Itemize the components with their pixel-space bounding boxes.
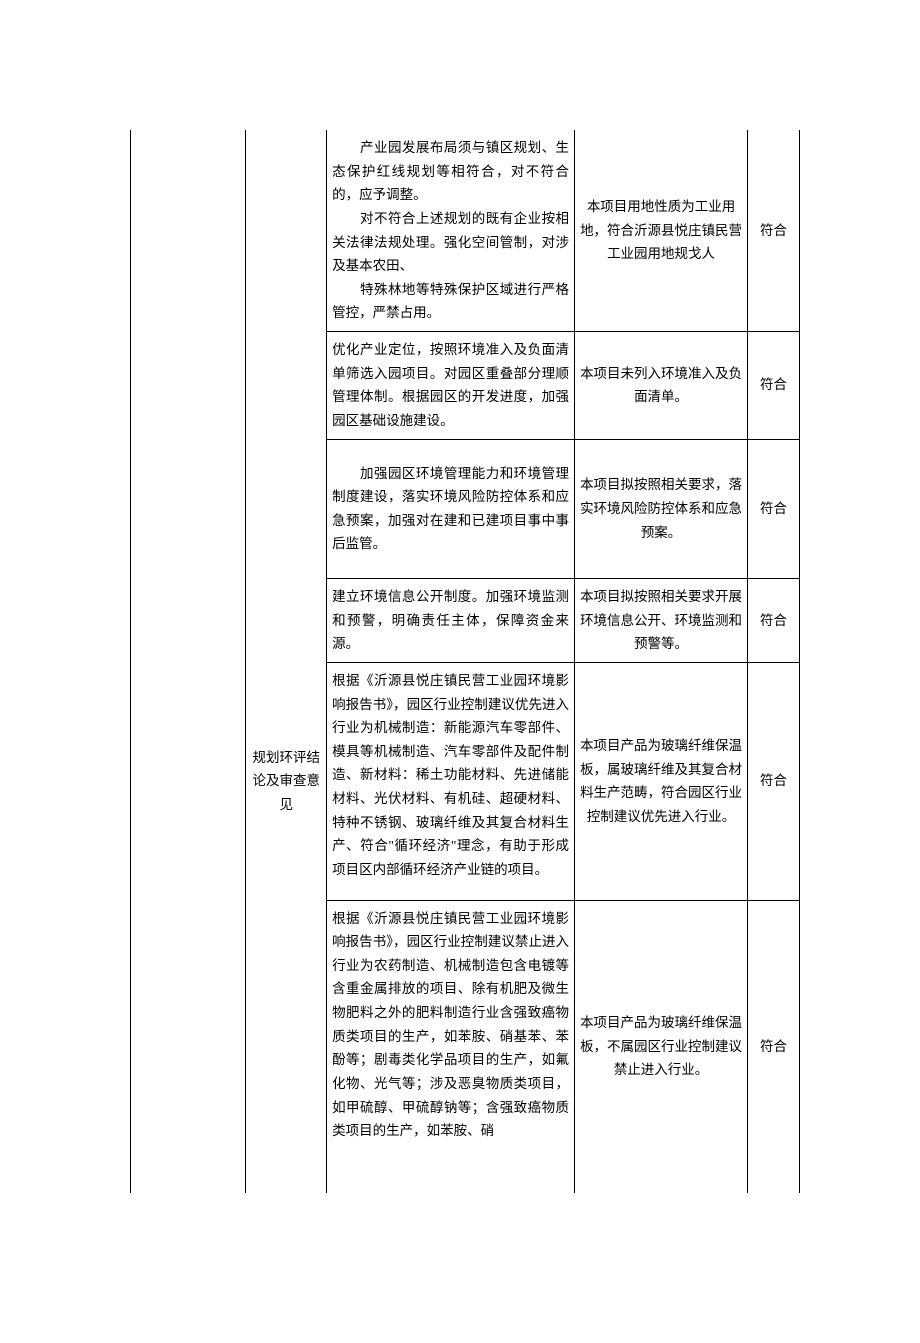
cell-compliance: 符合 xyxy=(748,130,800,332)
cell-subheader xyxy=(246,332,327,440)
cell-status: 本项目产品为玻璃纤维保温板，不属园区行业控制建议禁止进入行业。 xyxy=(575,900,748,1193)
cell-compliance: 符合 xyxy=(748,579,800,663)
cell-status: 本项目用地性质为工业用地，符合沂源县悦庄镇民营工业园用地规戈人 xyxy=(575,130,748,332)
cell-compliance: 符合 xyxy=(748,332,800,440)
table-row: 建立环境信息公开制度。加强环境监测和预警，明确责任主体，保障资金来源。 本项目拟… xyxy=(131,579,800,663)
cell-subheader xyxy=(246,900,327,1193)
cell-requirement: 优化产业定位，按照环境准入及负面清单筛选入园项目。对园区重叠部分理顺管理体制。根… xyxy=(327,332,575,440)
cell-subheader: 规划环评结论及审查意见 xyxy=(246,662,327,900)
table-row: 规划环评结论及审查意见 根据《沂源县悦庄镇民营工业园环境影响报告书》，园区行业控… xyxy=(131,662,800,900)
cell-subheader xyxy=(246,130,327,332)
table-row: 产业园发展布局须与镇区规划、生态保护红线规划等相符合，对不符合的，应予调整。 对… xyxy=(131,130,800,332)
cell-status: 本项目未列入环境准入及负面清单。 xyxy=(575,332,748,440)
cell-category xyxy=(131,900,246,1193)
cell-compliance: 符合 xyxy=(748,439,800,579)
cell-requirement: 根据《沂源县悦庄镇民营工业园环境影响报告书》，园区行业控制建议禁止进入行业为农药… xyxy=(327,900,575,1193)
cell-status: 本项目产品为玻璃纤维保温板，属玻璃纤维及其复合材料生产范畴，符合园区行业控制建议… xyxy=(575,662,748,900)
table-row: 优化产业定位，按照环境准入及负面清单筛选入园项目。对园区重叠部分理顺管理体制。根… xyxy=(131,332,800,440)
cell-requirement: 产业园发展布局须与镇区规划、生态保护红线规划等相符合，对不符合的，应予调整。 对… xyxy=(327,130,575,332)
cell-compliance: 符合 xyxy=(748,662,800,900)
cell-category xyxy=(131,130,246,332)
cell-category xyxy=(131,662,246,900)
table-row: 根据《沂源县悦庄镇民营工业园环境影响报告书》，园区行业控制建议禁止进入行业为农药… xyxy=(131,900,800,1193)
cell-subheader xyxy=(246,579,327,663)
compliance-table: 产业园发展布局须与镇区规划、生态保护红线规划等相符合，对不符合的，应予调整。 对… xyxy=(130,130,800,1193)
table-row: 加强园区环境管理能力和环境管理制度建设，落实环境风险防控体系和应急预案，加强对在… xyxy=(131,439,800,579)
cell-requirement: 加强园区环境管理能力和环境管理制度建设，落实环境风险防控体系和应急预案，加强对在… xyxy=(327,439,575,579)
cell-status: 本项目拟按照相关要求开展环境信息公开、环境监测和预警等。 xyxy=(575,579,748,663)
cell-category xyxy=(131,579,246,663)
cell-subheader xyxy=(246,439,327,579)
cell-category xyxy=(131,332,246,440)
cell-compliance: 符合 xyxy=(748,900,800,1193)
cell-requirement: 根据《沂源县悦庄镇民营工业园环境影响报告书》，园区行业控制建议优先进入行业为机械… xyxy=(327,662,575,900)
cell-status: 本项目拟按照相关要求，落实环境风险防控体系和应急预案。 xyxy=(575,439,748,579)
cell-category xyxy=(131,439,246,579)
cell-requirement: 建立环境信息公开制度。加强环境监测和预警，明确责任主体，保障资金来源。 xyxy=(327,579,575,663)
